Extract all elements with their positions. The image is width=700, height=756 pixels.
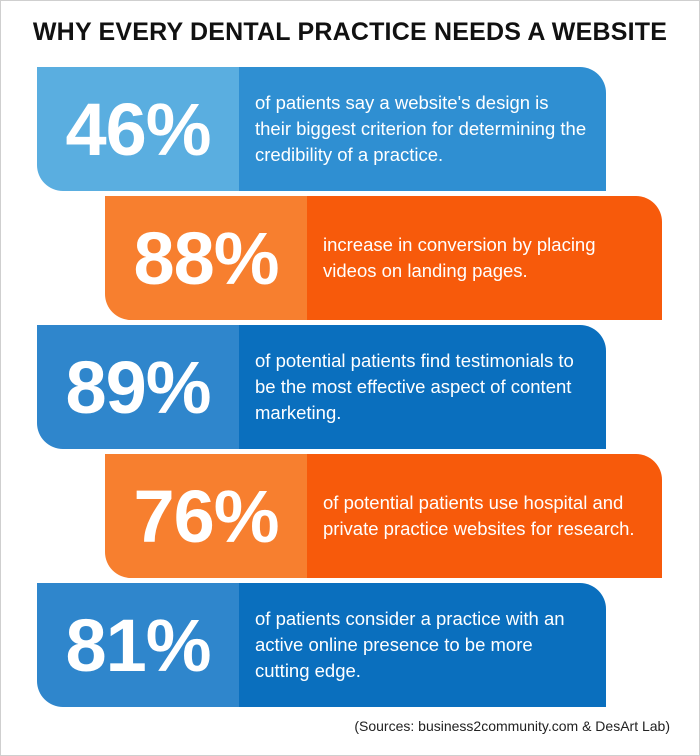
stat-row-4: 76% of potential patients use hospital a… [105, 454, 662, 578]
stat-value: 81% [37, 583, 239, 707]
stat-value: 88% [105, 196, 307, 320]
stat-description: of potential patients use hospital and p… [307, 454, 662, 578]
stat-description: increase in conversion by placing videos… [307, 196, 662, 320]
stat-value: 46% [37, 67, 239, 191]
stat-value: 89% [37, 325, 239, 449]
stat-description: of patients say a website's design is th… [239, 67, 606, 191]
stat-description: of patients consider a practice with an … [239, 583, 606, 707]
stat-row-1: 46% of patients say a website's design i… [37, 67, 606, 191]
stat-value: 76% [105, 454, 307, 578]
page-title: WHY EVERY DENTAL PRACTICE NEEDS A WEBSIT… [32, 18, 668, 46]
stat-row-2: 88% increase in conversion by placing vi… [105, 196, 662, 320]
stat-row-5: 81% of patients consider a practice with… [37, 583, 606, 707]
sources-caption: (Sources: business2community.com & DesAr… [354, 718, 670, 734]
stat-description: of potential patients find testimonials … [239, 325, 606, 449]
stat-row-3: 89% of potential patients find testimoni… [37, 325, 606, 449]
